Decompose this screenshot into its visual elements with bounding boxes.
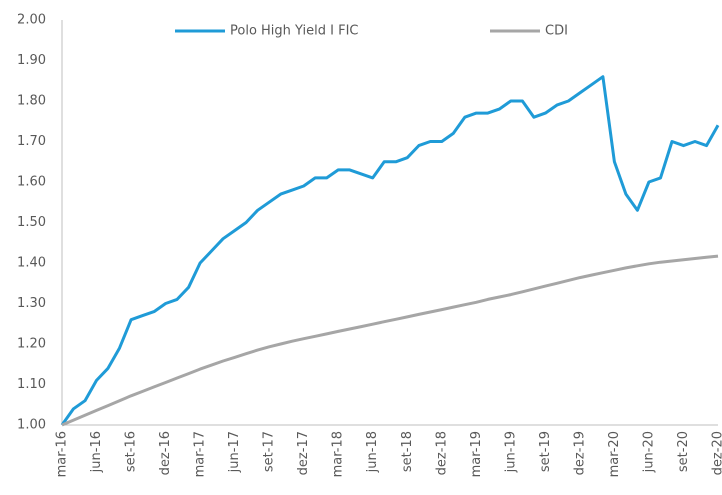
x-tick-label: set-18 xyxy=(400,431,415,472)
y-tick-label: 1.30 xyxy=(17,296,46,311)
line xyxy=(61,254,719,427)
x-tick-label: mar-20 xyxy=(607,431,622,477)
x-tick-label: dez-19 xyxy=(572,431,587,475)
x-tick-label: mar-16 xyxy=(55,431,70,477)
x-tick-label: set-20 xyxy=(676,431,691,472)
y-tick-label: 1.10 xyxy=(17,377,46,392)
legend-label: CDI xyxy=(545,24,568,39)
y-tick-label: 1.90 xyxy=(17,53,46,68)
y-tick-label: 1.80 xyxy=(17,94,46,109)
y-tick-label: 1.00 xyxy=(17,418,46,433)
x-tick-label: mar-19 xyxy=(469,431,484,477)
y-tick-label: 1.60 xyxy=(17,175,46,190)
x-tick-label: dez-16 xyxy=(158,431,173,475)
y-tick-label: 1.50 xyxy=(17,215,46,230)
x-tick-label: jun-17 xyxy=(227,431,242,473)
y-tick-label: 1.40 xyxy=(17,256,46,271)
x-tick-label: dez-17 xyxy=(296,431,311,475)
x-tick-label: jun-19 xyxy=(503,431,518,473)
y-tick-label: 1.70 xyxy=(17,134,46,149)
y-tick-label: 2.00 xyxy=(17,13,46,28)
x-tick-label: mar-18 xyxy=(331,431,346,477)
x-tick-label: jun-20 xyxy=(641,431,656,473)
x-tick-label: set-19 xyxy=(538,431,553,472)
x-tick-label: dez-18 xyxy=(434,431,449,475)
x-tick-label: set-17 xyxy=(262,431,277,472)
x-tick-label: dez-20 xyxy=(711,431,722,475)
x-tick-label: jun-18 xyxy=(365,431,380,473)
x-tick-label: set-16 xyxy=(124,431,139,472)
x-tick-label: mar-17 xyxy=(193,431,208,477)
x-tick-label: jun-16 xyxy=(89,431,104,473)
line xyxy=(60,75,720,426)
legend-label: Polo High Yield I FIC xyxy=(230,24,358,39)
y-tick-label: 1.20 xyxy=(17,337,46,352)
